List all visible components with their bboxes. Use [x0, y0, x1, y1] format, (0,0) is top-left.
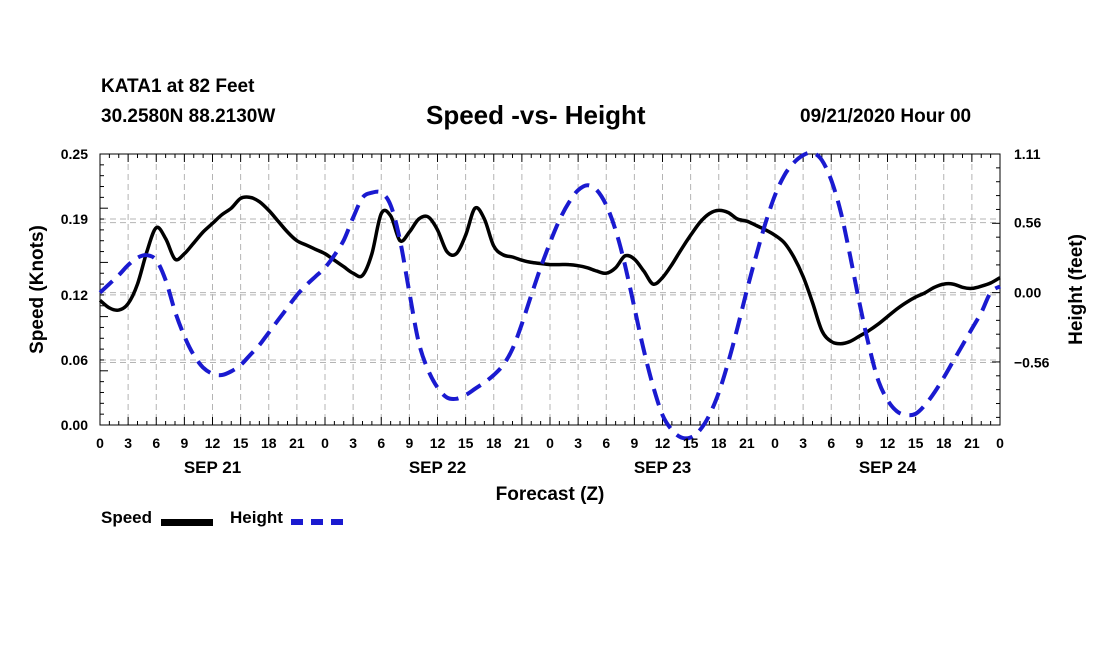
speed-series-line	[98, 195, 1001, 346]
y2-tick-label: 1.11	[1014, 146, 1041, 162]
x-tick-label: 18	[261, 435, 277, 451]
forecast-datetime: 09/21/2020 Hour 00	[800, 106, 972, 127]
axis-layer	[99, 153, 1001, 426]
date-label: SEP 22	[409, 458, 466, 477]
x-tick-label: 0	[771, 435, 779, 451]
x-tick-label: 0	[546, 435, 554, 451]
x-tick-label: 6	[377, 435, 385, 451]
chart-title: Speed -vs- Height	[426, 100, 646, 130]
x-tick-label: 21	[514, 435, 530, 451]
x-tick-label: 3	[574, 435, 582, 451]
x-tick-label: 9	[630, 435, 638, 451]
y2-axis-label: Height (feet)	[1066, 234, 1087, 345]
x-tick-label: 18	[936, 435, 952, 451]
y-tick-label: 0.25	[61, 146, 88, 162]
label-layer: 0 3 6 9 12 15 18 21 0 3 6 9 12 15 18 21 0 3 6 9 12 15 18 21 0 3 6 9…	[27, 146, 1087, 505]
x-tick-label: 6	[602, 435, 610, 451]
date-label: SEP 23	[634, 458, 691, 477]
date-label: SEP 24	[859, 458, 917, 477]
legend-speed-label: Speed	[101, 508, 153, 527]
x-tick-label: 3	[124, 435, 132, 451]
legend-height-swatch	[291, 519, 343, 525]
x-tick-label: 15	[233, 435, 249, 451]
y-axis-label: Speed (Knots)	[27, 225, 48, 354]
x-tick-label: 21	[289, 435, 305, 451]
grid-layer	[100, 154, 1000, 425]
x-tick-label: 0	[996, 435, 1004, 451]
y-tick-label: 0.06	[61, 352, 88, 368]
coordinates-label: 30.2580N 88.2130W	[101, 106, 276, 127]
x-tick-label: 3	[799, 435, 807, 451]
series-layer	[98, 150, 1002, 441]
x-tick-label: 9	[180, 435, 188, 451]
x-tick-label: 21	[964, 435, 980, 451]
x-axis-label: Forecast (Z)	[496, 484, 605, 505]
x-tick-label: 18	[486, 435, 502, 451]
y-tick-label: 0.12	[61, 287, 88, 303]
legend-speed-swatch	[161, 519, 213, 526]
x-tick-label: 15	[458, 435, 474, 451]
legend-height-label: Height	[230, 508, 283, 527]
height-series-line	[98, 150, 1002, 441]
x-tick-label: 0	[321, 435, 329, 451]
y-tick-label: 0.19	[61, 211, 88, 227]
y2-tick-label: 0.56	[1014, 215, 1041, 231]
station-label: KATA1 at 82 Feet	[101, 76, 255, 97]
x-tick-label: 18	[711, 435, 727, 451]
x-tick-label: 15	[908, 435, 924, 451]
x-tick-label: 12	[430, 435, 446, 451]
date-label: SEP 21	[184, 458, 241, 477]
x-tick-label: 21	[739, 435, 755, 451]
x-tick-label: 12	[655, 435, 671, 451]
y2-tick-label: 0.00	[1014, 285, 1041, 301]
x-tick-label: 9	[855, 435, 863, 451]
y-tick-label: 0.00	[61, 417, 88, 433]
x-tick-label: 12	[205, 435, 221, 451]
x-tick-label: 3	[349, 435, 357, 451]
x-tick-label: 9	[405, 435, 413, 451]
x-tick-label: 0	[96, 435, 104, 451]
x-tick-label: 15	[683, 435, 699, 451]
y2-tick-label: −0.56	[1014, 355, 1050, 371]
x-tick-label: 12	[880, 435, 896, 451]
x-tick-label: 6	[152, 435, 160, 451]
x-tick-label: 6	[827, 435, 835, 451]
